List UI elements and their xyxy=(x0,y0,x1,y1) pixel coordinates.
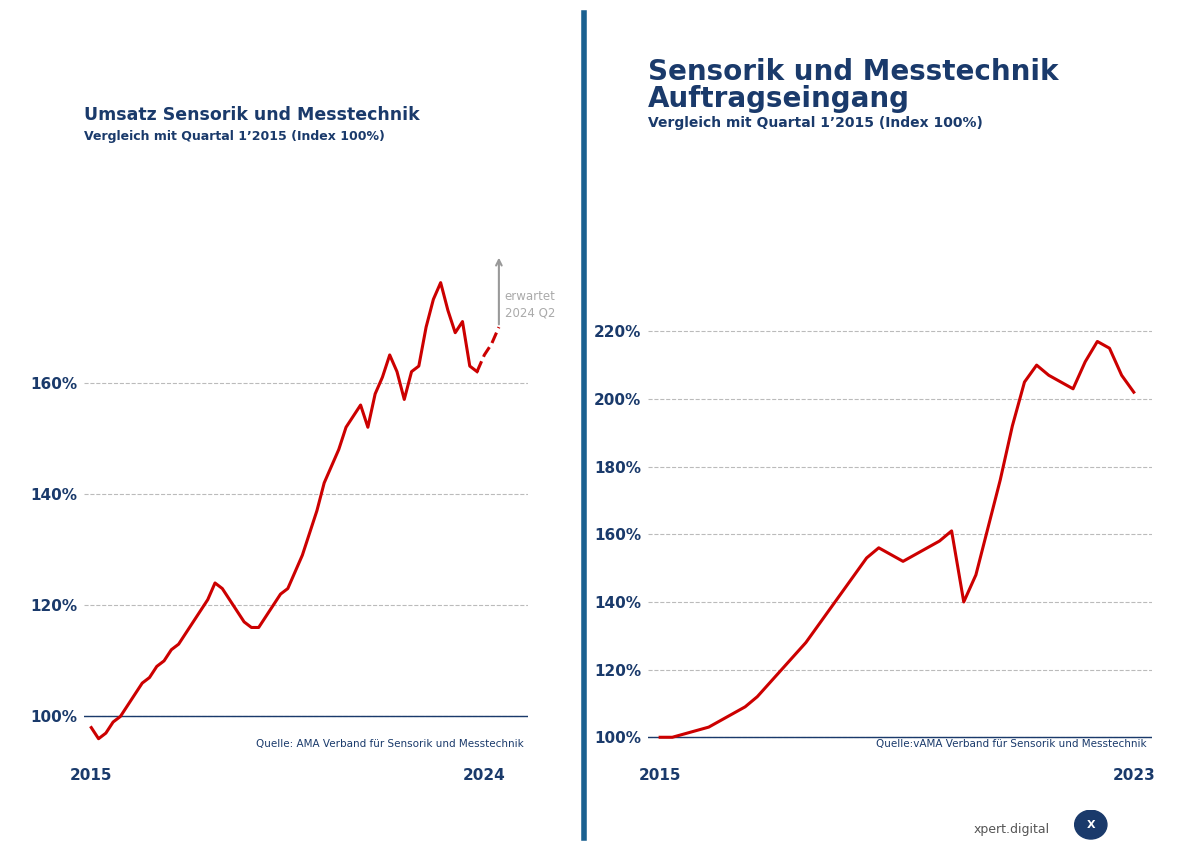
Text: X: X xyxy=(1086,820,1096,829)
Circle shape xyxy=(1075,811,1106,839)
Text: Umsatz Sensorik und Messtechnik: Umsatz Sensorik und Messtechnik xyxy=(84,106,420,124)
Text: Quelle:vAMA Verband für Sensorik und Messtechnik: Quelle:vAMA Verband für Sensorik und Mes… xyxy=(876,740,1147,749)
Text: erwartet
2024 Q2: erwartet 2024 Q2 xyxy=(505,290,556,320)
Text: Quelle: AMA Verband für Sensorik und Messtechnik: Quelle: AMA Verband für Sensorik und Mes… xyxy=(256,740,523,750)
Text: xpert.digital: xpert.digital xyxy=(974,823,1050,836)
Text: Vergleich mit Quartal 1’2015 (Index 100%): Vergleich mit Quartal 1’2015 (Index 100%… xyxy=(84,130,385,143)
Text: Auftragseingang: Auftragseingang xyxy=(648,85,910,113)
Text: Vergleich mit Quartal 1’2015 (Index 100%): Vergleich mit Quartal 1’2015 (Index 100%… xyxy=(648,116,983,130)
Text: Sensorik und Messtechnik: Sensorik und Messtechnik xyxy=(648,57,1058,86)
